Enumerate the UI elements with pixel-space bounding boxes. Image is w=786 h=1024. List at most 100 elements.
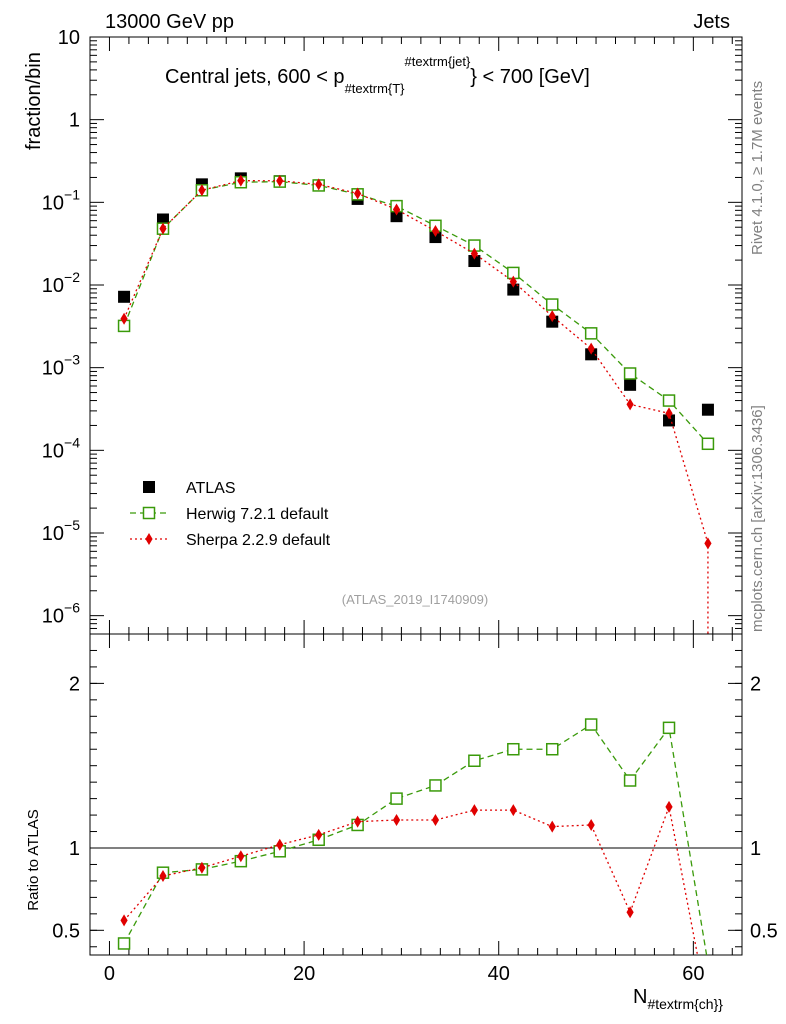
sherpa-ratio-point (276, 838, 284, 851)
title-part-sup: #textrm{jet} (405, 54, 471, 69)
tick-base: 10 (42, 192, 64, 214)
sherpa-point (120, 312, 128, 325)
herwig-ratio-point (662, 721, 676, 735)
sherpa-point (626, 398, 634, 411)
sherpa-point (392, 203, 401, 216)
ratio-panel: 0 20 40 60 0.5 0.5 1 1 2 2 (52, 633, 778, 985)
sherpa-point (665, 407, 673, 420)
sherpa-ratio-point (587, 818, 595, 831)
legend-label: Sherpa 2.2.9 default (186, 532, 331, 549)
sherpa-ratio-line (123, 804, 699, 955)
sherpa-point (704, 537, 712, 550)
tick-exponent: −5 (64, 517, 80, 533)
main-y-tick-label: 10−1 (42, 186, 80, 214)
sherpa-ratio-point (626, 906, 634, 919)
watermark: (ATLAS_2019_I1740909) (342, 592, 488, 607)
atlas-data-point (429, 231, 442, 244)
sherpa-ratio-point (431, 814, 440, 827)
herwig-ratio-point (584, 718, 598, 731)
title-part-main: Central jets, 600 < p (165, 66, 345, 88)
main-y-tick-label: 10−5 (42, 517, 80, 545)
herwig-ratio-line (123, 723, 708, 955)
main-y-tick-label: 10−3 (42, 352, 80, 380)
sherpa-ratio-point (237, 850, 245, 863)
sherpa-point (237, 174, 245, 187)
herwig-point (701, 437, 715, 451)
legend-atlas-marker (143, 481, 155, 493)
atlas-data-point (468, 255, 481, 268)
sherpa-line (123, 179, 709, 634)
xlabel-main: N (633, 986, 647, 1008)
herwig-point (545, 298, 559, 311)
tick-base: 10 (42, 358, 64, 380)
sherpa-ratio-point (548, 820, 556, 833)
ratio-y-tick-label-right: 2 (750, 673, 761, 695)
sherpa-ratio-point (665, 800, 673, 813)
sherpa-point (509, 275, 517, 288)
ratio-y-tick-label: 1 (69, 838, 80, 860)
tick-exponent: −1 (64, 186, 80, 202)
sherpa-ratio-point (392, 814, 401, 827)
mcplots-label: mcplots.cern.ch [arXiv:1306.3436] (749, 405, 766, 632)
legend-sherpa-marker (145, 533, 153, 545)
main-y-tick-label: 10−6 (42, 600, 80, 628)
atlas-data-point (701, 403, 714, 416)
ratio-ylabel: Ratio to ATLAS (25, 809, 42, 910)
legend-herwig-marker (142, 506, 156, 520)
main-title: Central jets, 600 < p#textrm{T} #textrm{j… (165, 54, 590, 96)
header-left: 13000 GeV pp (105, 11, 234, 33)
tick-base: 10 (42, 440, 64, 462)
tick-exponent: −4 (64, 434, 80, 450)
sherpa-ratio-point (315, 828, 323, 841)
main-series-group (117, 172, 715, 634)
header-right: Jets (693, 11, 730, 33)
tick-base: 10 (42, 523, 64, 545)
sherpa-point (198, 184, 206, 197)
atlas-data-point (118, 290, 131, 303)
atlas-data-point (507, 283, 520, 296)
rivet-label: Rivet 4.1.0, ≥ 1.7M events (749, 81, 766, 255)
tick-base: 10 (42, 275, 64, 297)
herwig-ratio-point (468, 754, 481, 768)
sherpa-point (354, 187, 362, 200)
main-y-tick-label: 1 (69, 110, 80, 132)
sherpa-point (431, 224, 440, 237)
sherpa-point (159, 222, 167, 235)
x-axis-label: N#textrm{ch}} (633, 986, 723, 1012)
herwig-ratio-point (623, 774, 637, 787)
ratio-y-tick-label-right: 0.5 (750, 920, 778, 942)
main-y-tick-label: 10−4 (42, 434, 80, 462)
herwig-ratio-point (390, 792, 403, 805)
ratio-frame-border (89, 633, 743, 956)
legend-label: ATLAS (186, 480, 236, 497)
herwig-point (584, 327, 598, 340)
sherpa-point (470, 247, 478, 260)
ratio-y-tick-label: 2 (69, 673, 80, 695)
sherpa-point (587, 342, 595, 355)
sherpa-ratio-point (120, 914, 128, 927)
herwig-point (662, 394, 676, 407)
sherpa-point (315, 178, 323, 191)
legend-label: Herwig 7.2.1 default (186, 506, 329, 523)
main-y-tick-label: 10 (58, 27, 80, 49)
tick-base: 10 (42, 606, 64, 628)
ratio-y-tick-label: 0.5 (52, 920, 80, 942)
sherpa-ratio-point (509, 804, 517, 817)
x-tick-label: 20 (293, 963, 315, 985)
herwig-ratio-point (545, 742, 559, 756)
sherpa-ratio-point (470, 804, 478, 817)
atlas-data-point (624, 378, 637, 391)
herwig-ratio-point (507, 742, 520, 756)
herwig-ratio-point (429, 779, 442, 792)
atlas-data-point (390, 210, 403, 223)
tick-exponent: −6 (64, 600, 80, 616)
x-tick-label: 0 (104, 963, 115, 985)
tick-exponent: −3 (64, 352, 80, 368)
herwig-point (623, 367, 637, 380)
ratio-series-group (117, 718, 708, 955)
main-ylabel: fraction/bin (23, 52, 45, 150)
title-part-sub: #textrm{T} (345, 81, 406, 96)
sherpa-ratio-point (198, 861, 206, 874)
main-y-tick-label: 10−2 (42, 269, 80, 297)
